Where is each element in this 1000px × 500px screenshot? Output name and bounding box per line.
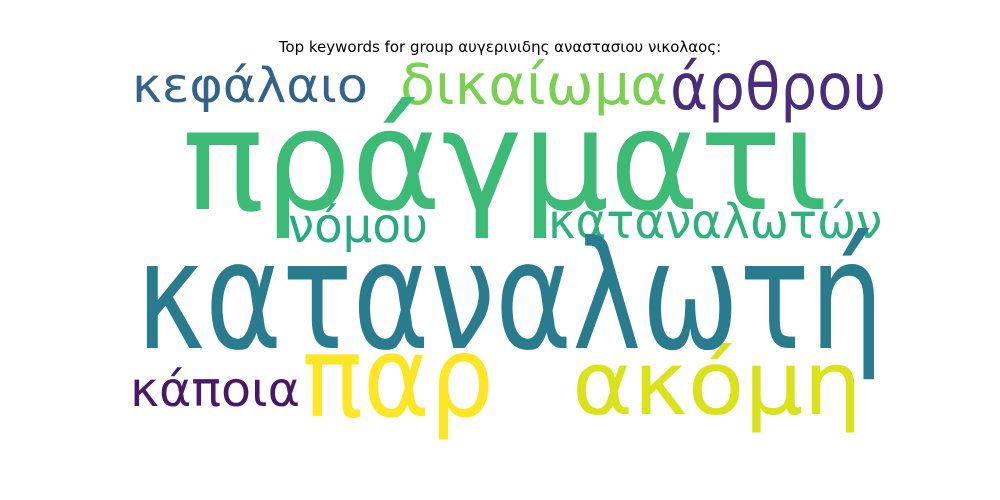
word-katanalwti: καταναλωτή (136, 210, 884, 384)
word-kefalaio: κεφάλαιο (132, 58, 368, 114)
word-kapoia: κάποια (130, 362, 301, 418)
word-arthrou: άρθρου (670, 51, 887, 125)
wordcloud-title: Top keywords for group αυγερινιδης αναστ… (278, 38, 722, 56)
word-katanalwtwn: καταναλωτών (548, 194, 883, 250)
word-dikaioma: δικαίωμα (400, 53, 669, 118)
word-nomou: νόμου (288, 198, 428, 254)
word-par: παρ (302, 313, 494, 443)
word-pragmati: πράγματι (182, 80, 829, 243)
word-akomi: ακόμη (572, 332, 863, 435)
